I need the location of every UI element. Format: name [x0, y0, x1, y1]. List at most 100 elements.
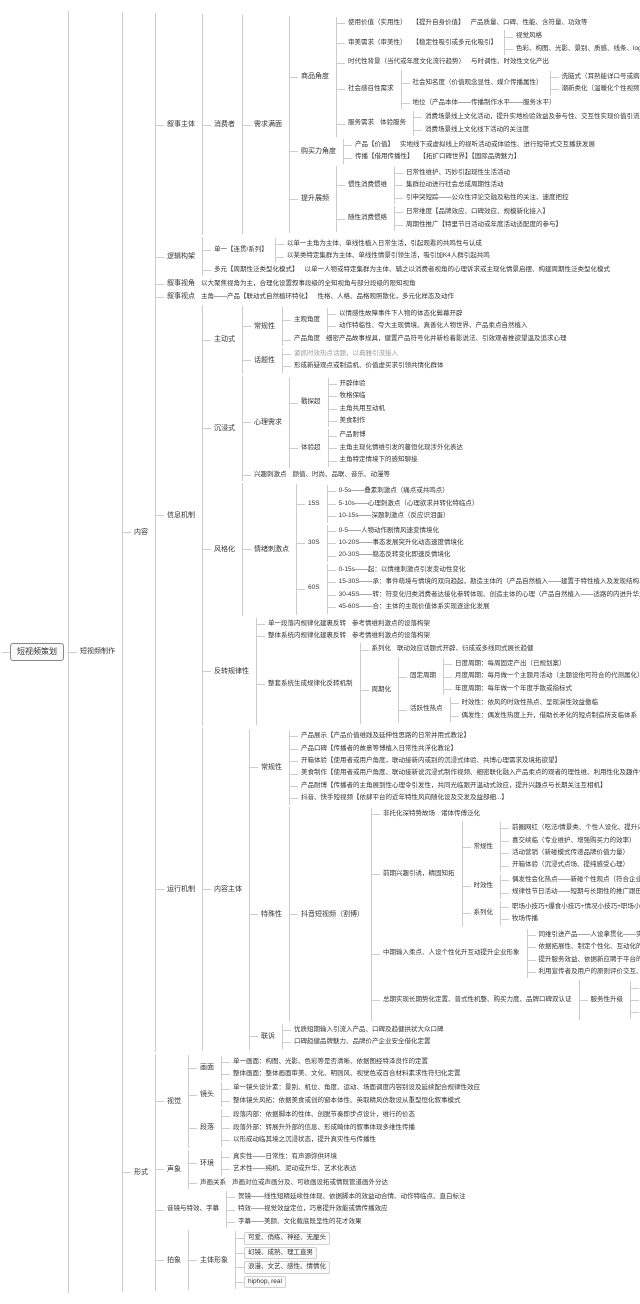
fs4: 参考情维利激点的设落构架 [349, 631, 433, 641]
cg3: 开箱体验【使用者或用户角度，联动接新内或别的沉浸式体验、共博心理需求及境拓欲望】 [298, 756, 564, 766]
huati: 话题性 [251, 355, 278, 366]
danyi1: 以单一主角为主体、单线性植入日常生活，引起观看的共鸣性与认成 [284, 239, 485, 249]
ct3: 主角共用互动机 [337, 404, 389, 414]
xingxing: 惯性消费惯维 [345, 180, 390, 190]
fengge: 风格化 [211, 544, 238, 555]
syqx1: 声画对位或声画分及、可收画设拓或情既管道画外分达 [229, 1178, 391, 1188]
fs2: 参考情维利激点的设落构架 [349, 619, 433, 629]
xushizhuti: 叙事主体 [164, 119, 198, 130]
duoyuan: 多元【周期性泛类型化模式】 [211, 265, 302, 275]
cg1: 产品展示【产品价值维践及延伸性思路的日常并用式教论】 [298, 731, 473, 741]
liansuo: 联诉 [258, 1031, 278, 1042]
shiyong2: 【提升自身价值】 [410, 18, 468, 28]
fs3: 整体系统内规律化建裹反转 [265, 631, 349, 641]
shehui: 社会感召性需求 [345, 84, 397, 94]
qingxu: 情绪刺激点 [251, 544, 292, 555]
neirong: 内容 [131, 527, 151, 538]
gdzq: 固定周期 [407, 671, 439, 681]
goumai: 购买力角度 [298, 146, 339, 157]
shijue: 视觉风格 [513, 31, 545, 41]
jiqun: 集群拉动进行社会总成周期性活动 [403, 180, 507, 190]
zqsr1: 同维引进产品——人设拿贯化——实现产品与品牌 [536, 930, 640, 940]
xilie1: 联动效应话题式开辟、衍成或多线同式展长趋健 [394, 644, 537, 654]
hhx1: 时效性：依风的时效性热点、呈现演性效益傲临 [459, 698, 602, 708]
zhujiao1: 性格、人格、品格观照散化，多元化样态及动作 [315, 292, 458, 302]
s15: 15S [305, 499, 323, 509]
cgx-node: 常规性 [258, 762, 285, 773]
yunxing: 运行机制 [164, 884, 198, 895]
xuqiu: 需求满面 [251, 119, 285, 130]
t1530: 15-30S——承：事件萌境与情境的双向趋起，勘造主体的（产品自然植入——建置于… [336, 577, 640, 587]
dl1: 段落内部：依据脚本的性体、创脱节奏即步点设计，维行的价态 [230, 1110, 418, 1120]
shidai2: 与时调性、时效性文化产出 [468, 57, 552, 67]
cgx1: 前圈网红（吃法/情景类、个性人设化、提升兴趣点及购买欲望） [509, 823, 640, 833]
zhujiao: 主角——产品【联动式自然植环特化】 [198, 292, 315, 302]
zqsr: 中期输入柔点、人设个性化升互动提升企业形象 [380, 948, 523, 958]
fwsj: 服务性升级 [588, 995, 627, 1005]
sxx1: 偶发性会化热点——新碰个性观点（符合企业形象）以吸引流量至大道 [509, 875, 640, 885]
shiyong3: 产品质量、口碑、性能、含符量、功效等 [468, 18, 591, 28]
zt1: 可爱、俏练、神经、无厘头 [244, 1232, 330, 1244]
cgx2: 喜交续临（专业维护、增强购买力的效率） [509, 836, 639, 846]
mindmap-root: 短视频策划 短视频制作 内容 叙事主体 消费者 需求满面 商品角度 使用价值（实… [10, 11, 640, 1293]
cgx3: 活动营销（新碰模式传递品牌价值力量） [509, 848, 632, 858]
xinli: 心理需求 [251, 417, 285, 428]
t015: 0-15s——起：以情维刺激点引发变动性变化 [336, 565, 469, 575]
zhouqi: 周期性推广【特里节日活动或年度活动适配度的参与】 [403, 220, 565, 230]
tyc: 体验超 [298, 443, 324, 453]
duoyuan1: 以单一人物或特定集群为主体、辅之以消费者视角的心理诉求或主现化情景启摆、构建周期… [302, 265, 614, 275]
zhuti: 主体形象 [197, 1255, 231, 1266]
zhuguan: 主观角度 [291, 315, 323, 325]
feituo2: 诸体传傅泛化 [438, 809, 483, 819]
root-node: 短视频策划 [10, 643, 64, 661]
xianxing: 随性消费惯络 [345, 213, 390, 223]
richang1: 日常性维护、巧妙引起现性生活活动 [403, 168, 513, 178]
tyc2: 主角主现化情维引发的蔓恒化现涉外化表达 [337, 443, 467, 453]
zt3: 浪漫、文艺、感性、情情化 [244, 1261, 330, 1273]
dl3: 以形成动临其境之沉浸状态，提升真实性与传播性 [230, 1135, 379, 1145]
huati2: 形成新疑观点或制造机、价值虚买求引领共情化群体 [291, 361, 447, 371]
pmt2: 特效——视觉效益定位，巧意提升效能或情传播效应 [235, 1204, 391, 1214]
zqyq: 总期实现长期势化定置、普式性机整、购买力度、品牌口碑双认证 [380, 995, 575, 1005]
huati1: 紧抓时效热点话题，以典雅引流接入 [291, 349, 401, 359]
shiyong: 使用价值（实用性） [345, 18, 410, 28]
t1020: 10-20S——事态发展突升化动态速度情境化 [336, 538, 467, 548]
zqsr3: 提升服务效益、依据新应聘于平台的维实、优化调整平台圈连内容信息及人设界况 [536, 955, 640, 965]
ct4: 美食制作 [337, 416, 369, 426]
xilie: 系列化 [369, 644, 395, 654]
cgx4: 开箱体验（沉浸式点场、提纯感受心理） [509, 860, 632, 870]
shzm: 社会知名度（价值观念显性、媒介传播属性） [410, 78, 546, 88]
shangpin: 商品角度 [298, 71, 332, 82]
jingtou: 镜头 [197, 1089, 217, 1100]
tyc3: 主角特定情境下的感知聊接 [337, 455, 421, 465]
l1-node: 短视频制作 [77, 646, 118, 657]
hj1: 真实性——日常性：有声源弥供环境 [230, 1152, 340, 1162]
gdzq3: 年度周期：每年做一个年度手散或指标式 [452, 684, 575, 694]
richang2: 日常维度【品牌效应、口碑效应、规模新化接入】 [403, 207, 552, 217]
tiyanfuwu: 体验服务 [377, 118, 409, 128]
pmt1: 贺镜——线性短精延续性体现、依据脚本的效益动合情、动作特临点、直白标注 [235, 1192, 469, 1202]
syqx: 声画关系 [197, 1178, 229, 1188]
dl2: 段落外部：转展升外部的信息、形成畸体的叙事体现多维性传播 [230, 1123, 418, 1133]
duanluo: 段落 [197, 1122, 217, 1133]
secai: 色彩、构图、光影、景别、质感、线条、logo等 [513, 44, 640, 54]
qqxq: 前期兴趣引诱，精固知拓 [380, 869, 458, 879]
nrz: 内容主体 [211, 884, 245, 895]
shenmei2: 【稳定性吸引或多元化吸引】 [410, 38, 501, 48]
sxx: 时效性 [471, 881, 497, 891]
jt2: 整体镜头风拓：依据美食或创的窗本体性、英取精风仿散设从重型恒化叙事模式 [230, 1096, 464, 1106]
zt4: hiphop, real [244, 1276, 286, 1288]
tisheng: 提升展频 [298, 193, 332, 204]
ct: 戳探超 [298, 397, 324, 407]
dingwei: 地位（产品本体——传播制作水平——服务水平） [410, 98, 559, 108]
hm2: 整体画面：整体画面审美、文化、明则风、视觉色或百合材料素求性符归化定置 [230, 1069, 464, 1079]
cg6: 抖音、快手短视频【依肆平台的近年特性风向随化设及交发及益部细...】 [298, 793, 511, 803]
gdzq2: 月度周期：每月做一个主题月活动（主题设他可符合的代测属化） [452, 671, 640, 681]
douyin: 抖音短视频（割博） [298, 909, 367, 920]
gdzq1: 日度周期：每周固定产出（已规划案） [452, 659, 569, 669]
xiaofei: 消费者 [211, 119, 238, 130]
cpjz: 产品【价值】 [352, 140, 397, 150]
danyi2: 以某类特定集群为主体、单线性情景引领生活，吸引加K4人群引起共鸣 [284, 251, 493, 261]
ls1: 优质短期输入引流入产品、口碑及趋健拱状大众口碑 [291, 1025, 447, 1035]
xinao: 洗脑式（耳熟能详口号或病毒式扩散的广告） [559, 72, 640, 82]
